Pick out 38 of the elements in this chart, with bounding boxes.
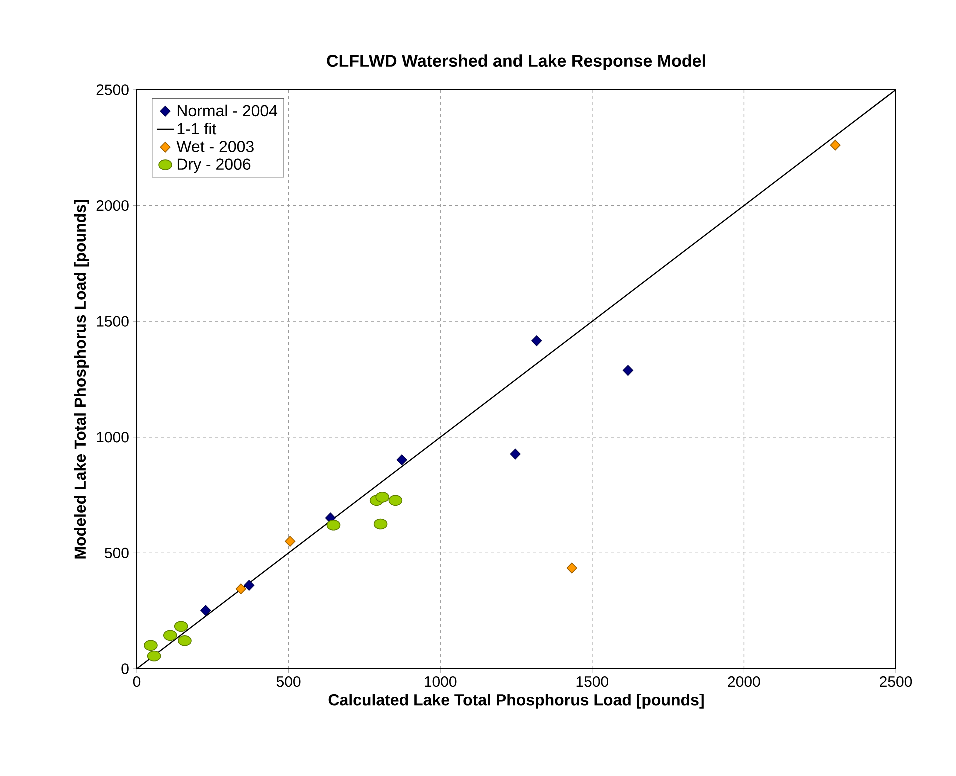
x-axis-title: Calculated Lake Total Phosphorus Load [pounds] bbox=[328, 694, 704, 709]
y-tick-label: 1500 bbox=[97, 316, 129, 327]
point bbox=[244, 580, 255, 592]
point bbox=[178, 636, 192, 646]
legend-label: Normal - 2004 bbox=[178, 104, 278, 117]
point bbox=[374, 518, 388, 530]
y-tick-label: 2500 bbox=[96, 84, 129, 96]
x-tick-label: 2500 bbox=[880, 676, 912, 688]
x-tick-label: 1500 bbox=[576, 676, 608, 688]
point bbox=[326, 520, 341, 531]
point bbox=[164, 630, 178, 642]
legend-label: Wet - 2003 bbox=[176, 141, 254, 152]
y-tick-label: 1000 bbox=[97, 432, 129, 443]
legend-label: Dry - 2006 bbox=[178, 158, 251, 174]
point bbox=[144, 640, 158, 651]
point bbox=[566, 562, 578, 574]
y-tick-label: 0 bbox=[122, 664, 129, 674]
point bbox=[396, 454, 408, 466]
y-axis-title: Modeled Lake Total Phosphorus Load [pounds] bbox=[74, 200, 90, 559]
point bbox=[147, 650, 162, 662]
x-tick-label: 1000 bbox=[425, 676, 457, 688]
x-tick-label: 2000 bbox=[728, 676, 760, 688]
point bbox=[236, 584, 246, 594]
chart-title: CLFLWD Watershed and Lake Response Model bbox=[327, 54, 706, 70]
y-tick-label: 500 bbox=[105, 548, 129, 558]
x-tick-label: 0 bbox=[133, 676, 141, 688]
point bbox=[830, 140, 841, 151]
legend-label: 1-1 fit bbox=[178, 122, 217, 135]
point bbox=[388, 495, 403, 506]
point bbox=[532, 336, 542, 346]
point bbox=[376, 492, 390, 503]
point bbox=[622, 365, 634, 376]
point bbox=[200, 605, 212, 616]
y-tick-label: 2000 bbox=[96, 200, 129, 212]
point bbox=[285, 536, 296, 548]
point bbox=[510, 448, 521, 460]
point bbox=[174, 621, 188, 632]
x-tick-label: 500 bbox=[276, 676, 301, 688]
